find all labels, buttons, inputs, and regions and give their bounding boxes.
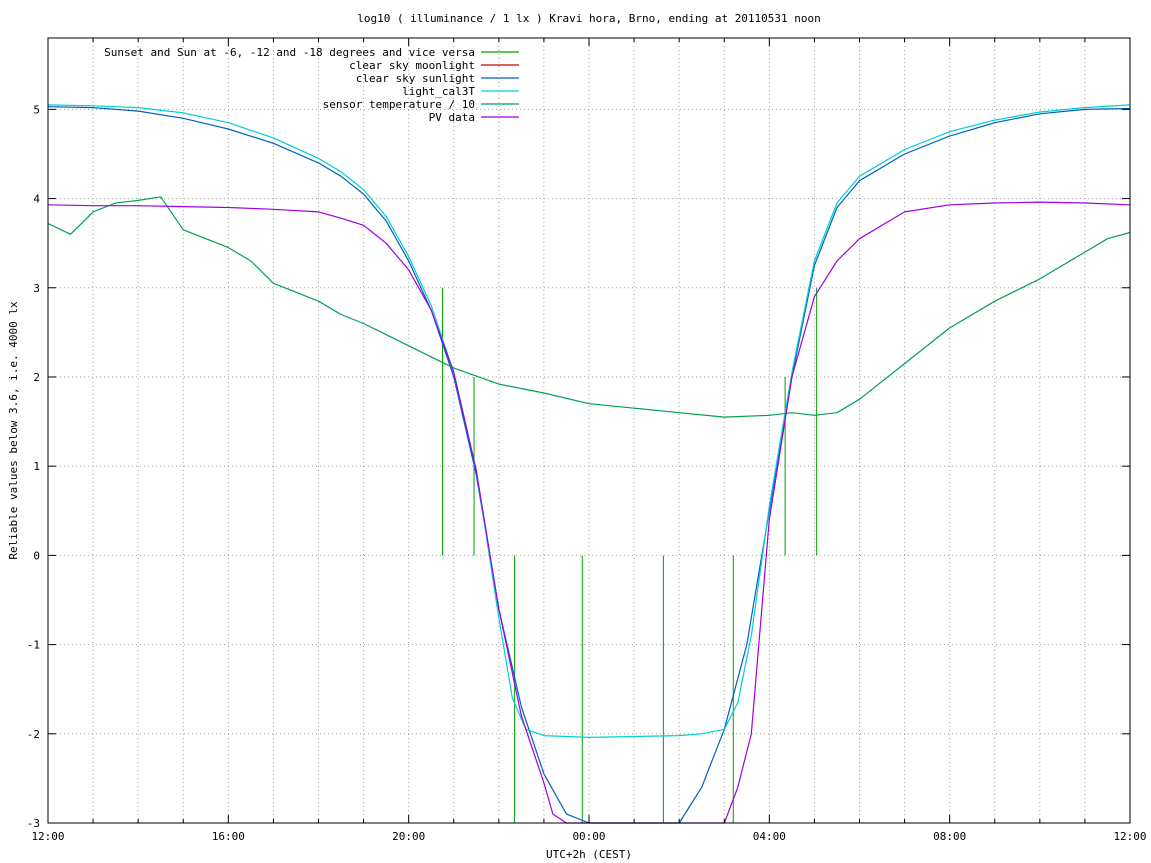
x-tick-label: 20:00 (392, 830, 425, 843)
legend: Sunset and Sun at -6, -12 and -18 degree… (104, 46, 519, 124)
y-tick-label: -3 (27, 817, 40, 830)
y-tick-label: 5 (33, 103, 40, 116)
y-tick-label: 0 (33, 549, 40, 562)
x-tick-label: 12:00 (31, 830, 64, 843)
series-0 (441, 287, 818, 823)
x-axis-label: UTC+2h (CEST) (546, 848, 632, 861)
x-tick-label: 08:00 (933, 830, 966, 843)
y-tick-label: 1 (33, 460, 40, 473)
series-5 (47, 201, 1131, 824)
y-axis-label: Reliable values below 3.6, i.e. 4000 lx (7, 301, 20, 560)
chart-title: log10 ( illuminance / 1 lx ) Kravi hora,… (357, 12, 821, 25)
series-3 (47, 104, 1131, 739)
y-tick-label: -1 (27, 639, 40, 652)
grid (48, 38, 1130, 823)
series-line (47, 201, 1131, 824)
legend-label: clear sky sunlight (356, 72, 475, 85)
legend-label: Sunset and Sun at -6, -12 and -18 degree… (104, 46, 475, 59)
series-line (47, 196, 1131, 418)
x-tick-label: 12:00 (1113, 830, 1146, 843)
series-line (47, 104, 1131, 739)
x-tick-label: 04:00 (753, 830, 786, 843)
series-group (47, 104, 1131, 824)
y-tick-label: 3 (33, 282, 40, 295)
x-tick-label: 16:00 (212, 830, 245, 843)
legend-label: PV data (429, 111, 475, 124)
y-tick-label: 2 (33, 371, 40, 384)
legend-label: clear sky moonlight (349, 59, 475, 72)
legend-label: sensor temperature / 10 (323, 98, 475, 111)
series-4 (47, 196, 1131, 418)
y-tick-label: 4 (33, 193, 40, 206)
ticks: 12:00 16:00 20:00 00:00 04:00 08:00 12:00-3-2-… (27, 38, 1147, 843)
legend-label: light_cal3T (402, 85, 475, 98)
x-tick-label: 00:00 (572, 830, 605, 843)
y-tick-label: -2 (27, 728, 40, 741)
